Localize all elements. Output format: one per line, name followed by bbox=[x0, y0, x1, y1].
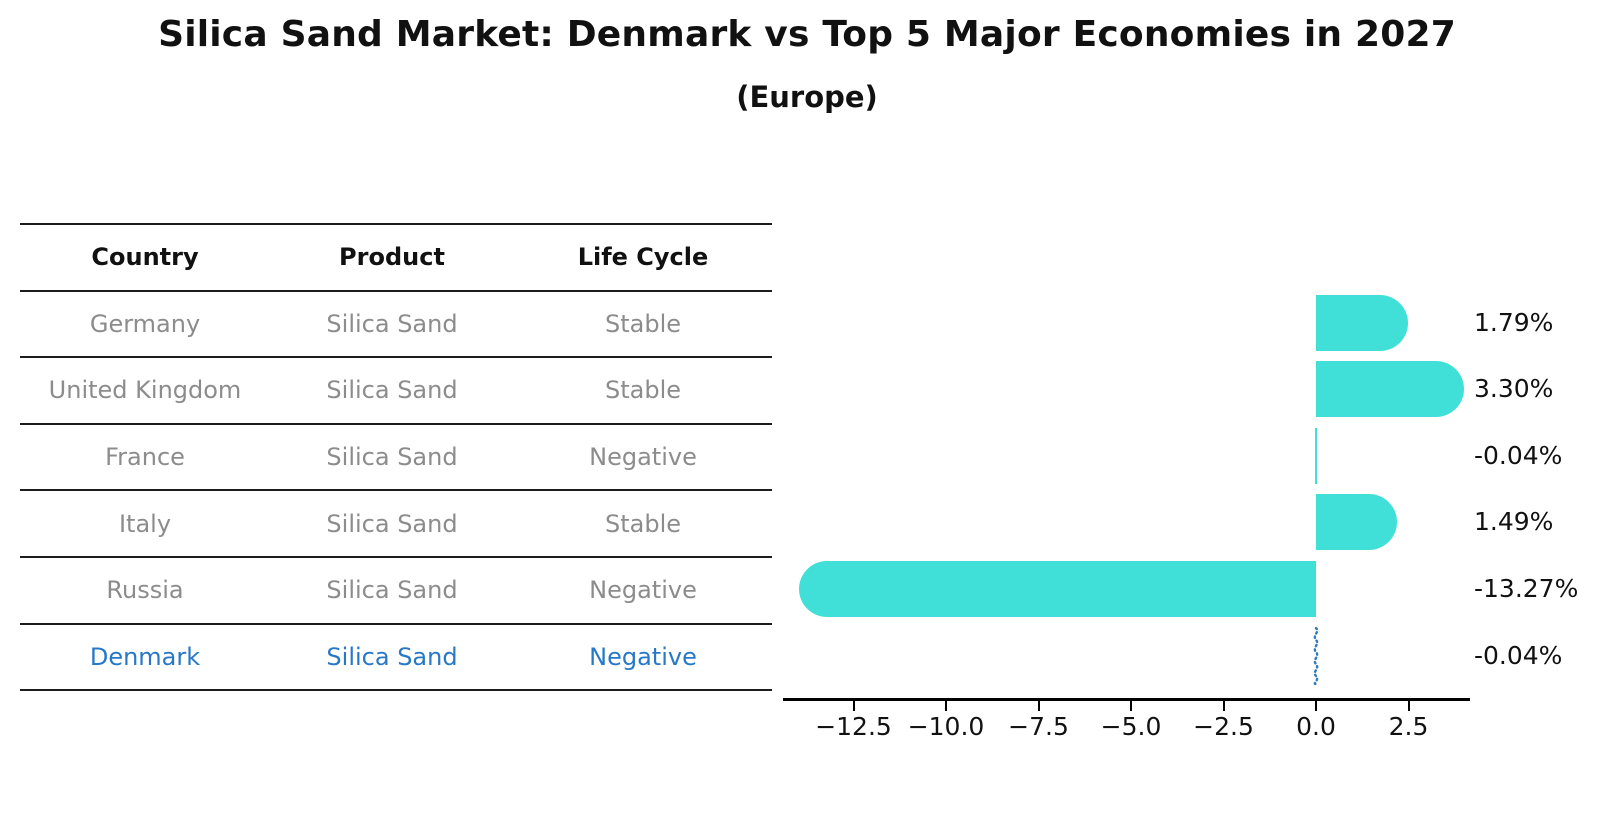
table-cell-life-cycle: Negative bbox=[589, 642, 697, 671]
x-axis-tick bbox=[852, 700, 855, 711]
x-axis-tick bbox=[1407, 700, 1410, 711]
table-cell-product: Silica Sand bbox=[326, 642, 458, 671]
x-axis-tick-label: −12.5 bbox=[815, 712, 892, 741]
x-axis-tick-label: 2.5 bbox=[1388, 712, 1429, 741]
table-body: Germany Silica Sand Stable United Kingdom Si… bbox=[20, 292, 772, 692]
x-axis-tick bbox=[1037, 700, 1040, 711]
table-header-row: Country Product Life Cycle bbox=[20, 225, 772, 292]
x-axis-tick-label: −10.0 bbox=[907, 712, 985, 741]
table-row: Italy Silica Sand Stable bbox=[20, 491, 772, 558]
highlight-bar-denmark bbox=[1311, 626, 1321, 689]
table-header-country: Country bbox=[91, 243, 199, 272]
table-row: Denmark Silica Sand Negative bbox=[20, 625, 772, 692]
bar bbox=[799, 560, 1316, 617]
bar-value-label: -0.04% bbox=[1474, 440, 1563, 470]
x-axis-line bbox=[783, 698, 1470, 701]
table-cell-product: Silica Sand bbox=[326, 443, 458, 472]
table-cell-country: Denmark bbox=[89, 642, 201, 671]
bar-value-label: -13.27% bbox=[1474, 573, 1579, 603]
table-cell-life-cycle: Stable bbox=[604, 376, 682, 405]
table-header-product: Product bbox=[339, 243, 445, 272]
table-row: United Kingdom Silica Sand Stable bbox=[20, 358, 772, 425]
bar-value-label: 1.79% bbox=[1474, 307, 1554, 337]
table-cell-country: United Kingdom bbox=[48, 376, 242, 405]
bar bbox=[1316, 494, 1398, 551]
table-cell-country: Russia bbox=[106, 576, 184, 605]
x-axis-tick bbox=[1130, 700, 1132, 711]
x-axis-tick bbox=[1315, 700, 1317, 711]
table-cell-product: Silica Sand bbox=[326, 376, 458, 405]
table-cell-product: Silica Sand bbox=[326, 576, 458, 605]
table-row: Germany Silica Sand Stable bbox=[20, 292, 772, 359]
comparison-table: Country Product Life Cycle Germany Silica… bbox=[20, 223, 772, 692]
x-axis-tick-label: 0.0 bbox=[1296, 712, 1336, 741]
bar-value-label: -0.04% bbox=[1474, 640, 1563, 670]
bar bbox=[1316, 361, 1465, 418]
x-axis-tick-label: −5.0 bbox=[1100, 712, 1162, 741]
chart-title: Silica Sand Market: Denmark vs Top 5 Maj… bbox=[158, 14, 1456, 55]
x-axis-tick bbox=[1222, 700, 1225, 711]
table-cell-life-cycle: Negative bbox=[589, 576, 697, 605]
table-cell-country: France bbox=[105, 443, 185, 472]
table-row: France Silica Sand Negative bbox=[20, 425, 772, 492]
bar bbox=[1315, 427, 1317, 484]
table-cell-country: Italy bbox=[118, 509, 172, 538]
bar bbox=[1316, 294, 1409, 351]
chart-subtitle: (Europe) bbox=[736, 80, 878, 114]
table-cell-product: Silica Sand bbox=[326, 509, 458, 538]
table-cell-life-cycle: Negative bbox=[589, 443, 697, 472]
table-cell-life-cycle: Stable bbox=[604, 309, 682, 338]
x-axis-tick-label: −2.5 bbox=[1193, 712, 1254, 741]
table-cell-country: Germany bbox=[89, 309, 201, 338]
table-cell-product: Silica Sand bbox=[326, 309, 458, 338]
x-axis-tick-label: −7.5 bbox=[1008, 712, 1069, 741]
x-axis-tick bbox=[945, 700, 947, 711]
table-row: Russia Silica Sand Negative bbox=[20, 558, 772, 625]
table-header-life-cycle: Life Cycle bbox=[577, 243, 709, 272]
table-cell-life-cycle: Stable bbox=[604, 509, 682, 538]
bar-value-label: 3.30% bbox=[1474, 374, 1554, 404]
bar-value-label: 1.49% bbox=[1474, 507, 1554, 537]
